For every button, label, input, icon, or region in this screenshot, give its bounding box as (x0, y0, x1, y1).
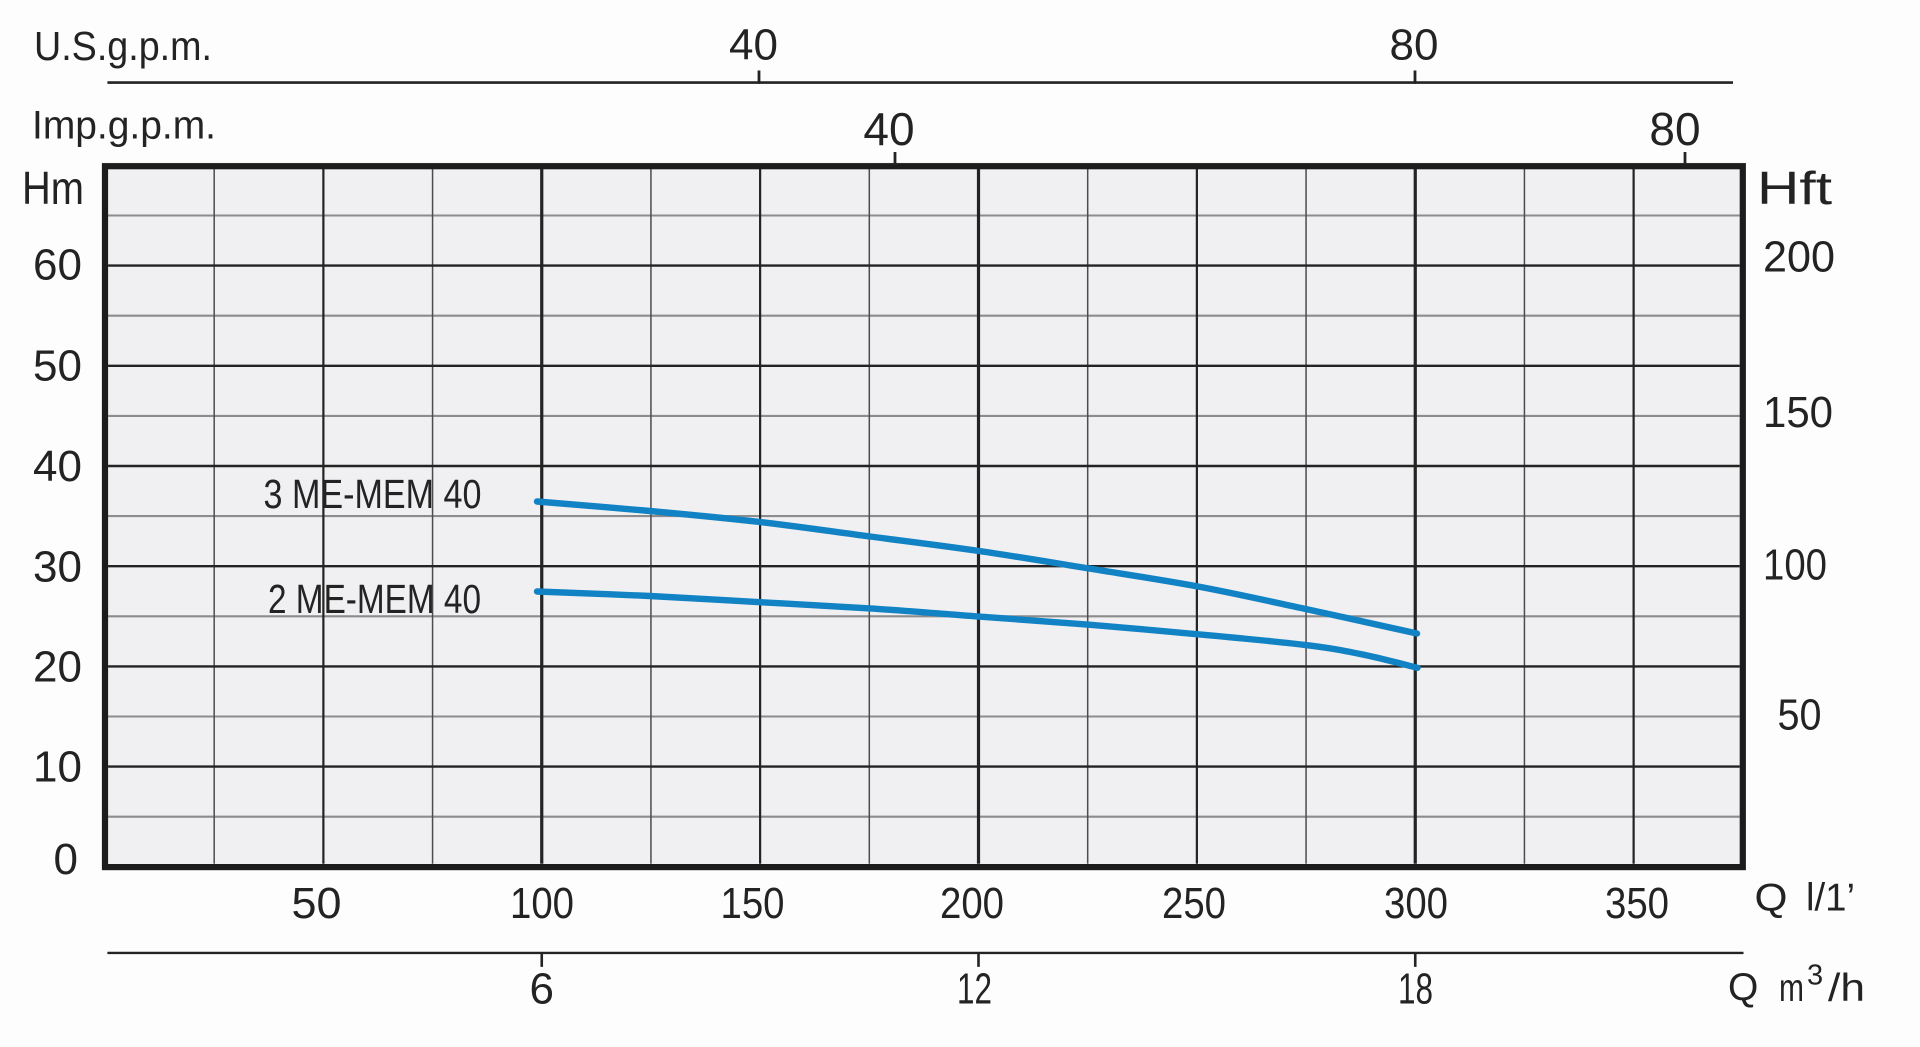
svg-text:10: 10 (33, 743, 82, 792)
svg-text:6: 6 (530, 965, 554, 1014)
svg-text:20: 20 (33, 643, 82, 692)
svg-text:3 ME-MEM 40: 3 ME-MEM 40 (264, 471, 482, 517)
svg-text:l/1’: l/1’ (1806, 877, 1855, 920)
svg-text:m: m (1779, 967, 1804, 1010)
svg-text:100: 100 (510, 879, 574, 928)
svg-text:150: 150 (1763, 388, 1833, 437)
svg-text:2 ME-MEM 40: 2 ME-MEM 40 (268, 576, 481, 622)
svg-text:/h: /h (1828, 967, 1865, 1010)
svg-text:Imp.g.p.m.: Imp.g.p.m. (32, 104, 216, 148)
svg-text:50: 50 (1778, 691, 1822, 740)
svg-text:18: 18 (1398, 965, 1433, 1014)
svg-text:Hft: Hft (1757, 162, 1832, 214)
svg-text:U.S.g.p.m.: U.S.g.p.m. (34, 23, 212, 69)
svg-text:40: 40 (729, 21, 778, 70)
svg-text:60: 60 (33, 241, 82, 290)
svg-text:30: 30 (33, 543, 82, 592)
svg-text:Q: Q (1755, 877, 1788, 920)
svg-text:300: 300 (1384, 879, 1448, 928)
svg-text:350: 350 (1605, 879, 1669, 928)
svg-text:40: 40 (33, 442, 82, 491)
svg-text:150: 150 (721, 879, 785, 928)
svg-text:Hm: Hm (22, 162, 84, 214)
svg-text:50: 50 (33, 342, 82, 391)
svg-text:250: 250 (1162, 879, 1226, 928)
svg-text:50: 50 (292, 879, 342, 928)
svg-text:200: 200 (940, 879, 1004, 928)
svg-text:Q: Q (1728, 966, 1758, 1009)
svg-text:40: 40 (863, 103, 914, 155)
svg-text:3: 3 (1807, 960, 1823, 992)
svg-text:12: 12 (957, 965, 992, 1014)
svg-text:80: 80 (1390, 21, 1439, 70)
svg-text:80: 80 (1649, 103, 1700, 155)
svg-text:100: 100 (1763, 541, 1827, 590)
svg-text:200: 200 (1763, 233, 1835, 282)
svg-text:0: 0 (54, 835, 78, 884)
